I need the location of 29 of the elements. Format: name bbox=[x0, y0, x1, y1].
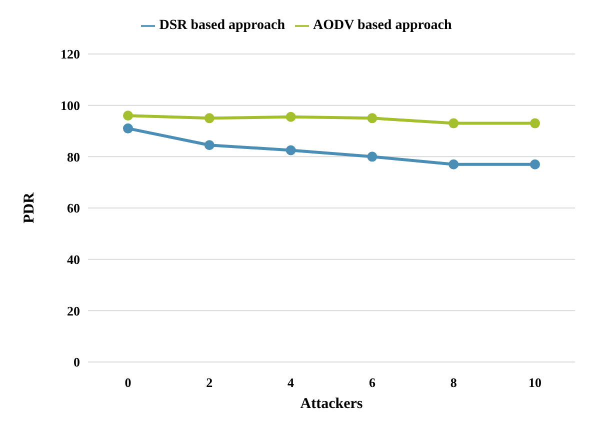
point bbox=[204, 113, 214, 124]
point bbox=[448, 118, 459, 128]
x-tick-label: 2 bbox=[206, 375, 213, 390]
x-axis-title: Attackers bbox=[300, 396, 363, 412]
point bbox=[123, 123, 133, 134]
y-tick-label: 80 bbox=[67, 149, 80, 164]
point bbox=[367, 113, 378, 124]
point bbox=[367, 152, 378, 162]
y-tick-label: 100 bbox=[60, 98, 80, 113]
y-tick-label: 40 bbox=[67, 252, 80, 267]
legend-label: DSR based approach bbox=[159, 18, 286, 33]
y-tick-label: 60 bbox=[67, 200, 80, 216]
point bbox=[286, 145, 296, 156]
y-axis-title: PDR bbox=[21, 192, 38, 224]
point bbox=[530, 159, 540, 170]
x-tick-label: 0 bbox=[124, 375, 132, 390]
legend-label: AODV based approach bbox=[313, 18, 452, 33]
point bbox=[530, 118, 540, 128]
x-tick-label: 4 bbox=[288, 375, 295, 390]
x-tick-label: 10 bbox=[528, 375, 542, 390]
point bbox=[448, 159, 459, 170]
point bbox=[123, 110, 133, 121]
x-tick-label: 6 bbox=[368, 375, 376, 390]
y-tick-label: 120 bbox=[60, 46, 80, 62]
point bbox=[286, 112, 296, 122]
y-tick-label: 20 bbox=[67, 303, 80, 318]
y-tick-label: 0 bbox=[74, 354, 80, 370]
point bbox=[204, 140, 214, 150]
x-tick-label: 8 bbox=[450, 375, 458, 390]
